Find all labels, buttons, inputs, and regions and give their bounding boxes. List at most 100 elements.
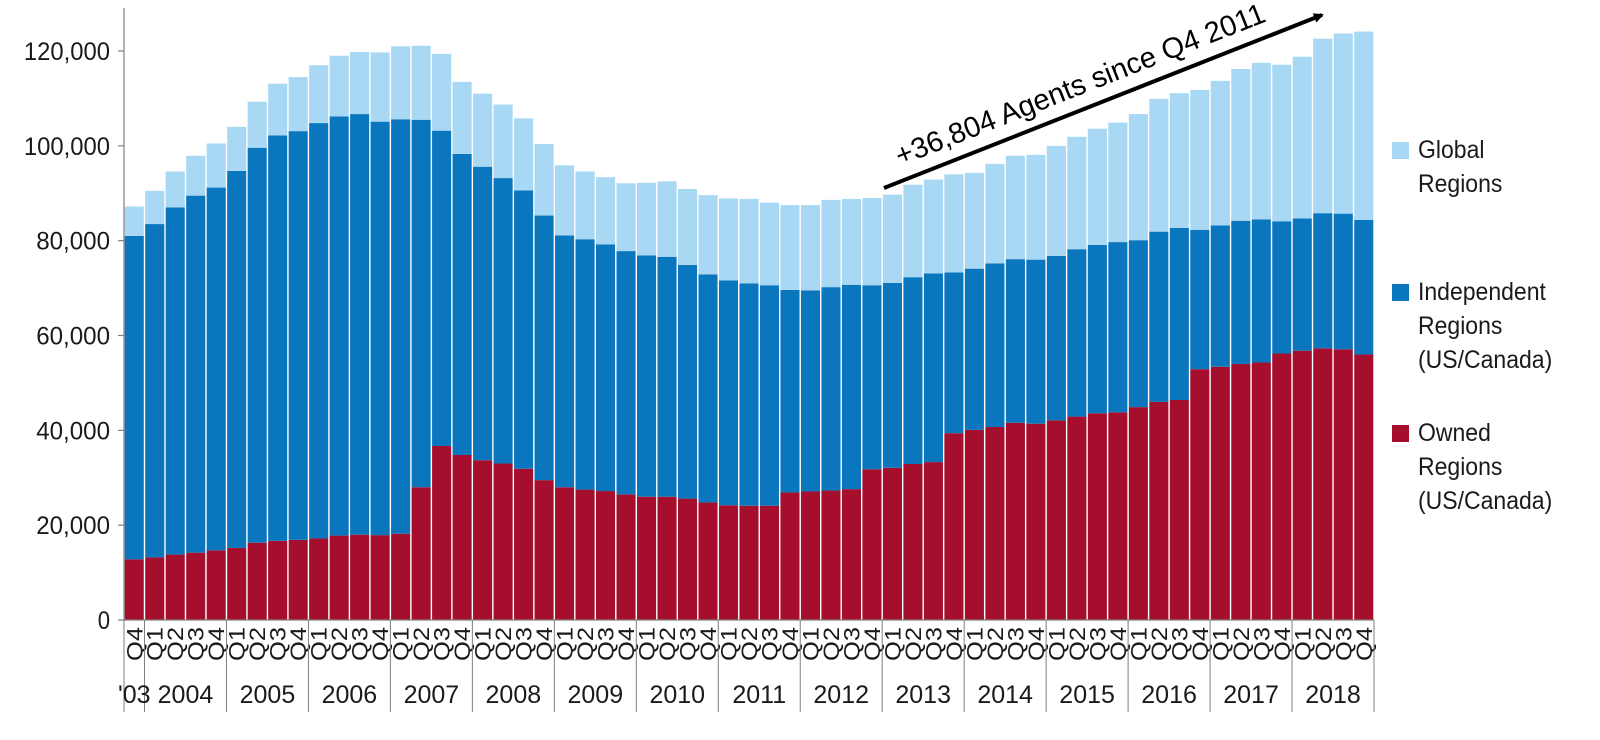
bar-segment-owned-regions-us-canada [1067, 416, 1087, 620]
y-tick-label: 60,000 [36, 323, 110, 351]
x-tick-label-quarter: Q2 [573, 627, 598, 661]
bar-segment-independent-regions-us-canada [862, 285, 882, 470]
bar-segment-independent-regions-us-canada [1313, 213, 1333, 349]
bar-segment-global-regions [1313, 38, 1333, 214]
legend-label-line: Regions [1418, 170, 1503, 198]
bar-segment-owned-regions-us-canada [452, 454, 472, 620]
x-tick-label-quarter: Q4 [286, 627, 311, 661]
bar-segment-owned-regions-us-canada [206, 550, 226, 620]
bar-segment-global-regions [309, 65, 329, 124]
bar-segment-owned-regions-us-canada [370, 535, 390, 620]
bar-segment-independent-regions-us-canada [944, 272, 964, 434]
bar-segment-independent-regions-us-canada [493, 178, 513, 464]
bar-segment-independent-regions-us-canada [575, 239, 595, 490]
bar-segment-owned-regions-us-canada [596, 491, 616, 620]
bar-segment-independent-regions-us-canada [718, 280, 739, 506]
x-tick-label-quarter: Q3 [184, 627, 209, 661]
bar-segment-owned-regions-us-canada [1292, 350, 1312, 620]
bar-segment-global-regions [862, 197, 882, 286]
axes-layer: 0 20,000 40,000 60,000 80,000 100,000 120,000 Q… [24, 8, 1377, 712]
legend-label-line: Global [1418, 136, 1485, 164]
bar-segment-global-regions [1190, 89, 1210, 230]
bar-segment-global-regions [370, 52, 390, 122]
y-tick-label: 80,000 [36, 228, 110, 256]
bar-segment-independent-regions-us-canada [780, 289, 800, 493]
bar-segment-global-regions [718, 198, 739, 281]
bar-segment-global-regions [780, 205, 800, 290]
bar-segment-owned-regions-us-canada [1005, 422, 1025, 620]
bar-segment-owned-regions-us-canada [923, 462, 943, 620]
x-tick-label-quarter: Q4 [860, 627, 885, 661]
x-tick-label-quarter: Q4 [532, 627, 557, 661]
x-tick-label-quarter: Q3 [1331, 627, 1356, 661]
bar-segment-independent-regions-us-canada [1087, 244, 1107, 414]
x-tick-label-quarter: Q1 [1044, 627, 1069, 661]
bar-segment-owned-regions-us-canada [124, 559, 144, 620]
legend-label-line: Regions [1418, 312, 1503, 340]
bar-segment-independent-regions-us-canada [596, 244, 616, 492]
x-tick-label-quarter: Q4 [122, 627, 147, 661]
bar-segment-owned-regions-us-canada [1333, 349, 1353, 620]
bar-segment-global-regions [677, 188, 698, 265]
legend-label-line: Owned [1418, 419, 1491, 447]
x-year-label: '03 [118, 681, 151, 709]
bar-segment-owned-regions-us-canada [391, 533, 411, 620]
bar-segment-owned-regions-us-canada [309, 538, 329, 620]
bar-segment-independent-regions-us-canada [800, 290, 821, 492]
bar-segment-independent-regions-us-canada [329, 116, 349, 536]
bar-segment-independent-regions-us-canada [841, 284, 861, 490]
x-tick-label-quarter: Q4 [1024, 627, 1049, 661]
bar-segment-global-regions [821, 199, 841, 288]
x-tick-label-quarter: Q3 [594, 627, 619, 661]
bar-segment-independent-regions-us-canada [1231, 220, 1251, 364]
x-tick-label-quarter: Q2 [163, 627, 188, 661]
bar-segment-owned-regions-us-canada [944, 433, 964, 620]
bar-segment-independent-regions-us-canada [739, 283, 759, 506]
bar-segment-owned-regions-us-canada [288, 539, 308, 620]
bar-segment-owned-regions-us-canada [1108, 412, 1128, 620]
x-tick-label-quarter: Q2 [1311, 627, 1336, 661]
x-tick-label-quarter: Q4 [368, 627, 393, 661]
bar-segment-global-regions [288, 77, 308, 132]
bar-segment-global-regions [1046, 145, 1066, 256]
bar-segment-global-regions [411, 45, 431, 120]
bar-segment-owned-regions-us-canada [514, 468, 534, 620]
x-tick-label-quarter: Q3 [757, 627, 782, 661]
bar-segment-independent-regions-us-canada [432, 130, 452, 446]
bar-segment-owned-regions-us-canada [616, 494, 636, 620]
bar-segment-independent-regions-us-canada [903, 277, 923, 464]
bar-segment-owned-regions-us-canada [657, 496, 677, 620]
bar-segment-global-regions [473, 93, 493, 167]
legend-item-independent-regions: Independent Regions (US/Canada) [1392, 275, 1564, 377]
x-year-label: 2017 [1223, 681, 1279, 709]
bar-segment-independent-regions-us-canada [1333, 213, 1353, 350]
x-tick-label-quarter: Q4 [1352, 627, 1377, 661]
bar-segment-independent-regions-us-canada [350, 114, 370, 535]
x-tick-label-quarter: Q3 [266, 627, 291, 661]
y-tick-label: 20,000 [36, 512, 110, 540]
bar-segment-independent-regions-us-canada [268, 135, 288, 541]
bar-segment-global-regions [1292, 56, 1312, 219]
bar-segment-independent-regions-us-canada [964, 268, 984, 430]
bar-segment-owned-regions-us-canada [821, 490, 841, 620]
x-tick-label-quarter: Q4 [1188, 627, 1213, 661]
bar-segment-global-regions [1231, 69, 1251, 221]
bar-segment-global-regions [882, 194, 902, 283]
bar-segment-owned-regions-us-canada [1190, 369, 1210, 620]
bar-segment-independent-regions-us-canada [1272, 221, 1292, 354]
bar-segment-global-regions [124, 206, 144, 236]
bar-segment-owned-regions-us-canada [780, 492, 800, 620]
bar-segment-independent-regions-us-canada [534, 215, 554, 481]
bar-segment-owned-regions-us-canada [534, 480, 554, 620]
x-tick-label-quarter: Q2 [901, 627, 926, 661]
bars-layer [124, 31, 1374, 620]
x-year-label: 2012 [813, 681, 869, 709]
annotation-arrow [883, 13, 1324, 190]
bar-segment-global-regions [944, 174, 964, 273]
x-year-label: 2015 [1059, 681, 1115, 709]
bar-segment-owned-regions-us-canada [1169, 399, 1189, 620]
x-tick-label-quarter: Q3 [1085, 627, 1110, 661]
x-tick-label-quarter: Q2 [491, 627, 516, 661]
bar-segment-independent-regions-us-canada [759, 285, 780, 506]
bar-segment-global-regions [227, 126, 247, 171]
